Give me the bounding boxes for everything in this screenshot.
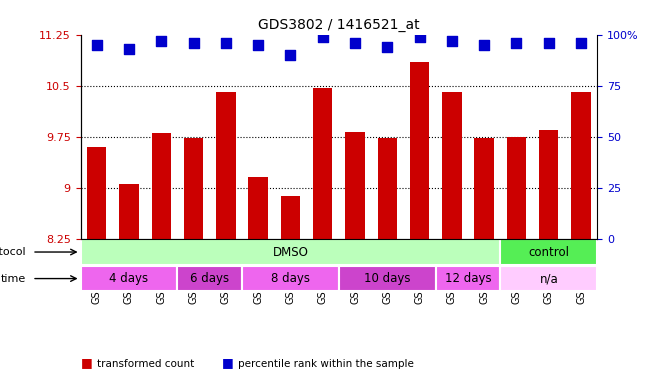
Bar — [248, 177, 268, 239]
FancyBboxPatch shape — [435, 266, 501, 291]
Point — [576, 40, 586, 46]
Bar — [280, 196, 300, 239]
Bar — [346, 132, 365, 239]
FancyBboxPatch shape — [242, 266, 339, 291]
Bar — [474, 138, 494, 239]
FancyBboxPatch shape — [501, 239, 597, 265]
Bar — [313, 88, 332, 239]
Point — [382, 44, 393, 50]
Text: 4 days: 4 days — [109, 272, 148, 285]
Bar — [216, 93, 236, 239]
FancyBboxPatch shape — [81, 266, 177, 291]
Point — [221, 40, 231, 46]
Point — [317, 33, 328, 40]
Point — [544, 40, 554, 46]
Text: control: control — [528, 245, 569, 258]
Text: growth protocol: growth protocol — [0, 247, 25, 257]
Text: 8 days: 8 days — [271, 272, 310, 285]
Bar — [572, 93, 590, 239]
Point — [253, 42, 264, 48]
FancyBboxPatch shape — [81, 239, 501, 265]
Point — [91, 42, 102, 48]
FancyBboxPatch shape — [177, 266, 242, 291]
Text: percentile rank within the sample: percentile rank within the sample — [238, 359, 414, 369]
FancyBboxPatch shape — [339, 266, 435, 291]
Text: 6 days: 6 days — [190, 272, 229, 285]
Bar — [507, 137, 526, 239]
Point — [350, 40, 360, 46]
Text: transformed count: transformed count — [97, 359, 195, 369]
Bar — [410, 62, 429, 239]
Point — [123, 46, 134, 52]
Bar — [539, 130, 558, 239]
Point — [414, 33, 425, 40]
Title: GDS3802 / 1416521_at: GDS3802 / 1416521_at — [258, 18, 419, 32]
Bar — [442, 92, 462, 239]
Bar — [152, 133, 171, 239]
Bar — [119, 184, 139, 239]
Point — [156, 38, 166, 44]
FancyBboxPatch shape — [501, 266, 597, 291]
Text: n/a: n/a — [539, 272, 558, 285]
Point — [446, 38, 457, 44]
Text: 10 days: 10 days — [364, 272, 411, 285]
Text: 12 days: 12 days — [445, 272, 491, 285]
Text: ■: ■ — [81, 356, 93, 369]
Bar — [87, 147, 106, 239]
Text: DMSO: DMSO — [272, 245, 309, 258]
Point — [188, 40, 199, 46]
Point — [511, 40, 522, 46]
Text: ■: ■ — [221, 356, 234, 369]
Point — [479, 42, 490, 48]
Text: time: time — [1, 273, 25, 283]
Bar — [378, 138, 397, 239]
Bar — [184, 138, 203, 239]
Point — [285, 52, 296, 58]
